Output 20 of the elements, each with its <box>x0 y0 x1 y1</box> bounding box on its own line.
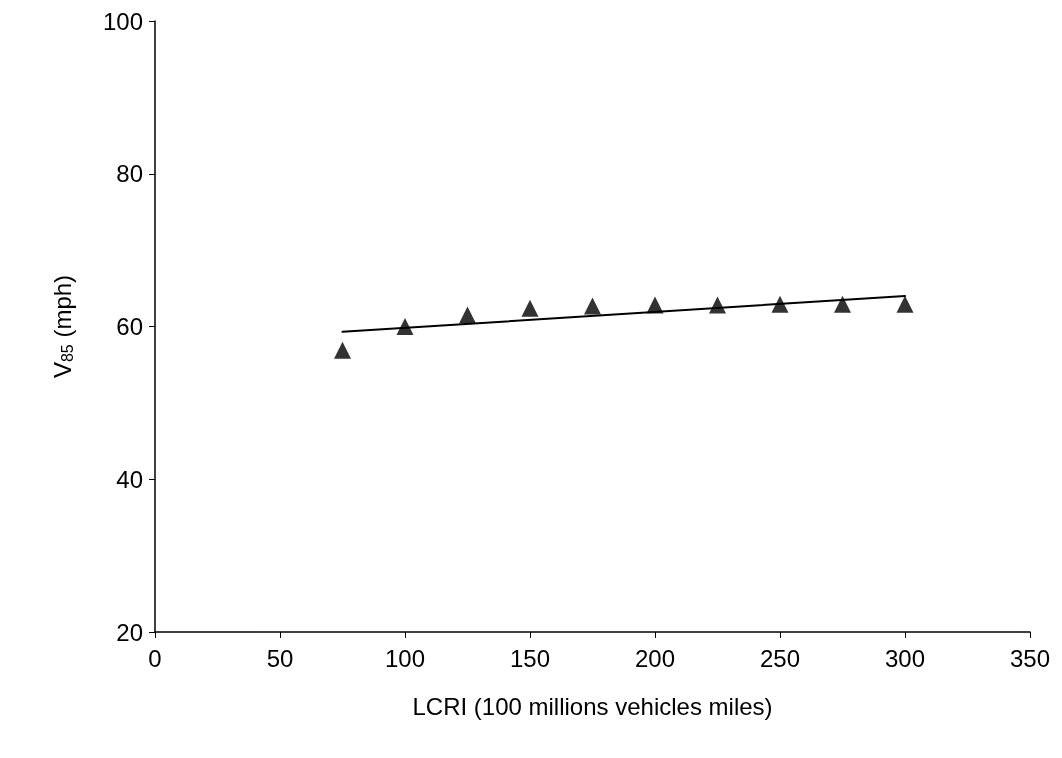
x-tick-label: 0 <box>148 644 162 672</box>
x-tick-label: 300 <box>884 644 926 672</box>
y-tick-label: 20 <box>116 618 143 646</box>
y-tick-label: 40 <box>116 465 143 493</box>
point <box>521 299 539 317</box>
y-tick-label: 100 <box>102 7 143 35</box>
point <box>334 341 351 359</box>
x-tick-label: 350 <box>1009 644 1051 672</box>
x-tick-label: 250 <box>759 644 801 672</box>
x-tick-label: 150 <box>509 644 551 672</box>
x-axis-title: LCRI (100 millions vehicles miles) <box>412 692 773 720</box>
point <box>896 295 914 313</box>
x-tick-label: 100 <box>384 644 426 672</box>
x-tick-label: 50 <box>266 644 294 672</box>
y-tick-label: 80 <box>116 160 143 188</box>
y-axis-title: V85 (mph) <box>48 274 76 379</box>
point <box>584 297 601 315</box>
y-tick-label: 60 <box>116 313 143 340</box>
point <box>834 295 851 313</box>
x-tick-label: 200 <box>634 644 676 672</box>
